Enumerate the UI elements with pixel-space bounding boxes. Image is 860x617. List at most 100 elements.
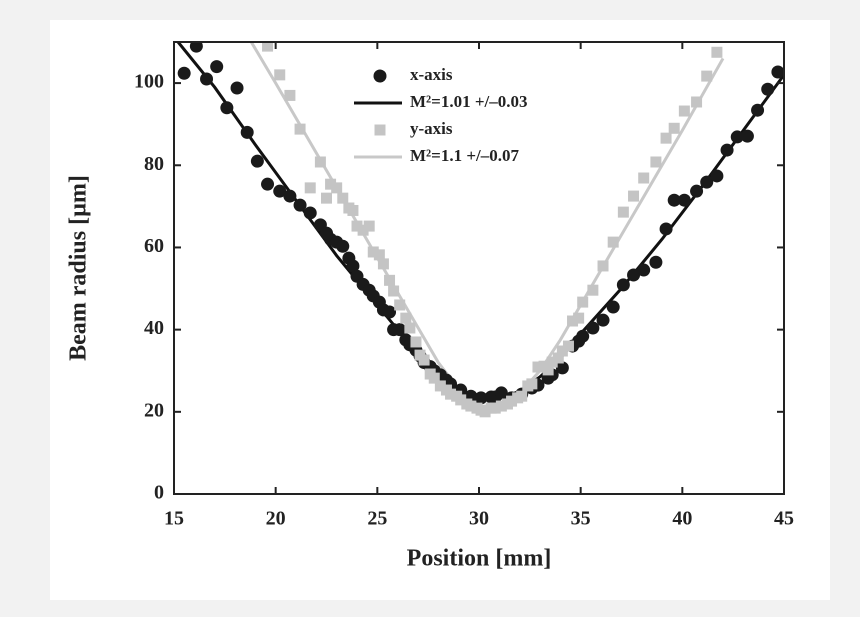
data-point [240,125,254,139]
legend-label: y-axis [410,119,453,138]
data-point [479,406,491,418]
data-point [418,354,430,366]
data-point [445,388,457,400]
data-point [542,364,554,376]
y-tick-label: 20 [144,399,164,421]
data-point [526,378,538,390]
legend-marker [374,124,386,136]
data-point [649,255,663,269]
data-point [586,321,600,335]
data-point [357,224,369,236]
legend-label: x-axis [410,65,453,84]
x-axis-title: Position [mm] [407,546,552,572]
data-point [474,391,488,405]
data-point [546,356,558,368]
data-point [210,60,224,74]
chart-background [50,20,830,600]
data-point [351,220,363,232]
data-point [690,184,704,198]
data-point [740,129,754,143]
data-point [394,299,406,311]
x-tick-label: 35 [571,508,591,530]
data-point [761,82,775,96]
data-point [428,372,440,384]
data-point [410,336,422,348]
data-point [494,386,508,400]
legend: x-axis M²=1.01 +/–0.03 y-axis M²=1.1 +/–0.0… [354,65,528,165]
data-point [303,206,317,220]
data-point [597,260,609,272]
data-point [273,184,287,198]
data-point [711,46,723,58]
data-point [691,96,703,108]
data-point [283,189,297,203]
y-tick-label: 40 [144,317,164,339]
data-point [668,122,680,134]
data-point [617,206,629,218]
data-point [367,246,379,258]
data-point [465,400,477,412]
data-point [346,259,360,273]
data-point [637,263,651,277]
data-point [393,323,407,337]
data-point [596,313,610,327]
data-point [678,105,690,117]
data-point [607,236,619,248]
data-point [274,69,286,81]
data-point [293,198,307,212]
data-point [650,156,662,168]
data-point [304,182,316,194]
data-point [495,400,507,412]
data-point [261,177,275,191]
legend-label: M²=1.01 +/–0.03 [410,92,528,111]
data-point [177,66,191,80]
data-point [434,380,446,392]
data-point [250,154,264,168]
data-point [677,193,691,207]
data-point [230,81,244,95]
y-tick-label: 0 [154,482,164,504]
data-point [516,390,528,402]
data-point [383,305,397,319]
data-point [771,65,784,79]
data-point [532,361,544,373]
data-point [552,352,564,364]
x-tick-label: 25 [367,508,387,530]
data-point [220,101,234,115]
data-point [400,312,412,324]
data-point [373,249,385,261]
data-point [573,312,585,324]
x-tick-label: 20 [266,508,286,530]
x-tick-label: 40 [672,508,692,530]
legend-marker [373,69,387,83]
x-tick-label: 15 [164,508,184,530]
data-point [628,190,640,202]
data-point [627,268,641,282]
data-point [347,204,359,216]
data-point [700,175,714,189]
data-point [321,192,332,204]
data-point [314,156,326,168]
legend-label: M²=1.1 +/–0.07 [410,146,519,165]
data-point [555,361,569,375]
data-point [720,143,734,157]
data-point [284,89,296,101]
data-point [377,258,389,270]
data-point [667,193,681,207]
data-point [576,329,590,343]
data-point [587,284,599,296]
data-point [363,220,375,232]
plot-area [176,42,784,418]
y-tick-label: 100 [134,71,164,93]
data-point [562,340,574,352]
data-point [200,72,214,86]
data-point [506,395,518,407]
data-point [701,70,713,82]
data-point [710,169,724,183]
data-point [262,42,274,52]
plot-frame [173,41,785,495]
data-point [606,300,620,314]
data-point [331,182,343,194]
y-tick-label: 60 [144,235,164,257]
